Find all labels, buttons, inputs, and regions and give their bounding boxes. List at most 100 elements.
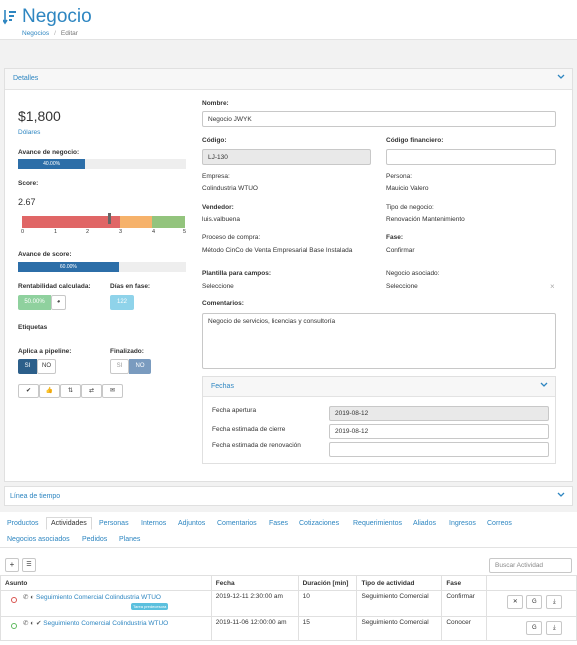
column-header-asunto[interactable]: Asunto xyxy=(0,575,212,591)
row-actions-cell: ✕ G ⤓ xyxy=(486,590,577,617)
row-date-cell: 2019-11-06 12:00:00 am xyxy=(210,616,299,641)
tab-planes[interactable]: Planes xyxy=(119,536,141,543)
score-tick: 0 xyxy=(21,229,25,235)
google-icon[interactable]: G xyxy=(526,595,543,609)
download-icon[interactable]: ⤓ xyxy=(546,621,563,635)
finalizado-si-button[interactable]: SI xyxy=(110,359,129,374)
tab-adjuntos[interactable]: Adjuntos xyxy=(178,520,206,527)
tab-internos[interactable]: Internos xyxy=(141,520,167,527)
score-segment-high xyxy=(152,216,185,228)
tab-actividades[interactable]: Actividades xyxy=(46,517,92,530)
column-header-fecha[interactable]: Fecha xyxy=(210,575,299,591)
negocio-asociado-select[interactable]: Seleccione xyxy=(386,283,418,290)
details-panel-header[interactable]: Detalles xyxy=(5,69,572,90)
deal-currency[interactable]: Dólares xyxy=(18,129,41,136)
score-tick: 3 xyxy=(119,229,123,235)
search-activity-input[interactable]: Buscar Actividad xyxy=(489,558,572,573)
fecha-cierre-label: Fecha estimada de cierre xyxy=(212,426,286,433)
tab-ingresos[interactable]: Ingresos xyxy=(449,520,476,527)
score-segment-mid xyxy=(120,216,152,228)
score-tick: 5 xyxy=(183,229,187,235)
tab-comentarios[interactable]: Comentarios xyxy=(217,520,257,527)
tab-requerimientos[interactable]: Requerimientos xyxy=(353,520,403,527)
chevron-down-icon[interactable] xyxy=(557,74,565,81)
check-icon[interactable]: ✔ xyxy=(18,384,39,398)
tipo-negocio-link[interactable]: Renovación Mantenimiento xyxy=(386,216,465,223)
plantilla-label: Plantilla para campos: xyxy=(202,270,271,277)
pie-chart-icon[interactable]: ◕ xyxy=(51,295,66,310)
vendedor-link[interactable]: luis.valbuena xyxy=(202,216,240,223)
rentabilidad-label: Rentabilidad calculada: xyxy=(18,283,91,290)
sort-icon xyxy=(2,9,17,29)
fechas-panel-header[interactable]: Fechas xyxy=(203,377,555,397)
codigo-financiero-input[interactable] xyxy=(386,149,556,165)
fecha-apertura-input[interactable]: 2019-08-12 xyxy=(329,406,549,421)
timeline-title: Línea de tiempo xyxy=(10,493,61,500)
chevron-down-icon[interactable] xyxy=(557,492,565,499)
fecha-renovacion-input[interactable] xyxy=(329,442,549,457)
thumbs-up-icon[interactable]: 👍 xyxy=(39,384,60,398)
tab-cotizaciones[interactable]: Cotizaciones xyxy=(299,520,340,527)
table-row: ✆ ◐ Seguimiento Comercial Colindustria W… xyxy=(0,590,577,617)
tipo-negocio-label: Tipo de negocio: xyxy=(386,204,434,211)
row-phase-cell: Conocer xyxy=(441,616,488,641)
persona-link[interactable]: Mauicio Valero xyxy=(386,185,429,192)
add-activity-button[interactable]: + xyxy=(5,558,19,572)
column-header-fase[interactable]: Fase xyxy=(441,575,488,591)
empresa-link[interactable]: Colindustria WTUO xyxy=(202,185,258,192)
pipeline-no-button[interactable]: NO xyxy=(37,359,56,374)
etiquetas-label: Etiquetas xyxy=(18,324,48,331)
list-icon[interactable]: ☰ xyxy=(22,558,36,572)
score-tick: 1 xyxy=(54,229,58,235)
breadcrumb: Negocios / Editar xyxy=(22,30,78,37)
delete-icon[interactable]: ✕ xyxy=(507,595,524,609)
negocio-asociado-label: Negocio asociado: xyxy=(386,270,440,277)
row-subject-cell: ✆ ◐ ✔ Seguimiento Comercial Colindustria… xyxy=(0,616,212,641)
tab-correos[interactable]: Correos xyxy=(487,520,512,527)
details-title: Detalles xyxy=(13,75,39,82)
table-header-row: Asunto Fecha Duración [min] Tipo de acti… xyxy=(0,575,577,591)
avance-score-fill: 60.00% xyxy=(18,262,119,272)
pipeline-si-button[interactable]: SI xyxy=(18,359,37,374)
tab-aliados[interactable]: Aliados xyxy=(413,520,436,527)
plantilla-select[interactable]: Seleccione xyxy=(202,283,234,290)
column-header-duracion[interactable]: Duración [min] xyxy=(297,575,358,591)
nombre-input[interactable]: Negocio JWYK xyxy=(202,111,556,127)
tab-pedidos[interactable]: Pedidos xyxy=(82,536,108,543)
table-row: ✆ ◐ ✔ Seguimiento Comercial Colindustria… xyxy=(0,616,577,641)
row-type-cell: Seguimiento Comercial xyxy=(356,590,443,617)
exchange-icon[interactable]: ⇄ xyxy=(81,384,102,398)
details-panel: Detalles $1,800 Dólares Avance de negoci… xyxy=(4,68,573,482)
google-icon[interactable]: G xyxy=(526,621,543,635)
fecha-cierre-input[interactable]: 2019-08-12 xyxy=(329,424,549,439)
tab-personas[interactable]: Personas xyxy=(99,520,129,527)
dias-fase-value: 122 xyxy=(110,295,134,310)
row-actions-cell: G ⤓ xyxy=(486,616,577,641)
finalizado-no-button[interactable]: NO xyxy=(129,359,151,374)
page-header: Negocio Negocios / Editar xyxy=(0,0,577,40)
column-header-tipo[interactable]: Tipo de actividad xyxy=(356,575,443,591)
predecessor-badge: Tarea predecesora xyxy=(131,603,169,610)
download-icon[interactable]: ⤓ xyxy=(546,595,563,609)
clear-icon[interactable]: × xyxy=(550,282,555,291)
comentarios-textarea[interactable]: Negocio de servicios, licencias y consul… xyxy=(202,313,556,369)
avance-negocio-bar: 40.00% xyxy=(18,159,186,169)
score-tick: 2 xyxy=(86,229,90,235)
tab-productos[interactable]: Productos xyxy=(7,520,39,527)
score-label: Score: xyxy=(18,180,39,187)
finalizado-label: Finalizado: xyxy=(110,348,144,355)
score-value: 2.67 xyxy=(18,197,36,207)
timeline-panel[interactable]: Línea de tiempo xyxy=(4,486,573,506)
codigo-input[interactable]: LJ-130 xyxy=(202,149,371,165)
fecha-apertura-label: Fecha apertura xyxy=(212,407,257,414)
score-tick: 4 xyxy=(152,229,156,235)
sort-order-icon[interactable]: ⇅ xyxy=(60,384,81,398)
activity-link[interactable]: Seguimiento Comercial Colindustria WTUO xyxy=(36,594,161,601)
envelope-icon[interactable]: ✉ xyxy=(102,384,123,398)
activities-table: Asunto Fecha Duración [min] Tipo de acti… xyxy=(0,575,577,641)
breadcrumb-negocios[interactable]: Negocios xyxy=(22,30,50,37)
tab-fases[interactable]: Fases xyxy=(269,520,289,527)
tab-negocios-asociados[interactable]: Negocios asociados xyxy=(7,536,70,543)
activity-link[interactable]: Seguimiento Comercial Colindustria WTUO xyxy=(43,620,169,627)
chevron-down-icon[interactable] xyxy=(540,382,548,389)
